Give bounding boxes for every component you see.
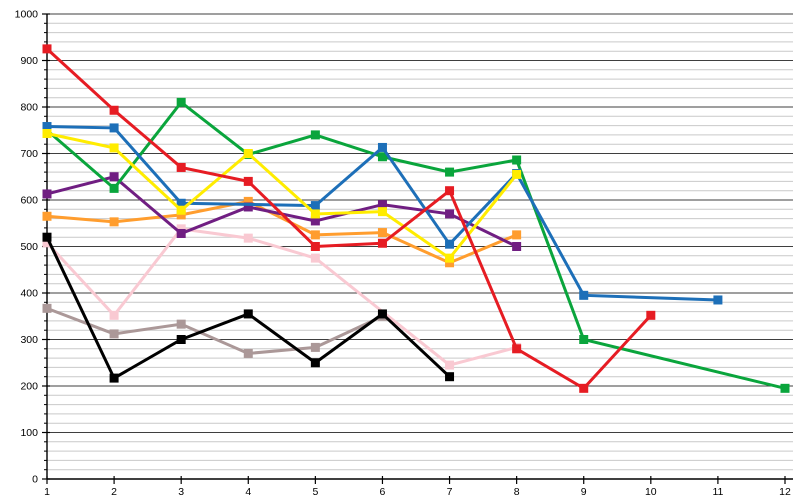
series-yellow-marker [176, 205, 186, 215]
series-orange-marker [445, 258, 455, 268]
series-blue-marker [42, 122, 52, 132]
series-black-marker [377, 309, 387, 319]
series-orange-marker [42, 211, 52, 221]
series-purple-marker [310, 216, 320, 226]
series-red-marker [646, 310, 656, 320]
y-axis-tick-label: 900 [20, 55, 38, 67]
series-purple-marker [42, 189, 52, 199]
series-blue-marker [377, 142, 387, 152]
series-pink-marker [42, 238, 52, 248]
x-axis-tick-label: 6 [380, 486, 386, 498]
series-green-marker [579, 335, 589, 344]
x-axis-tick-label: 10 [645, 486, 657, 498]
series-gray-marker [310, 342, 320, 352]
y-axis-tick-label: 500 [20, 241, 38, 253]
series-pink-marker [445, 360, 455, 370]
y-axis-tick-label: 300 [20, 334, 38, 346]
series-yellow-marker [310, 209, 320, 219]
x-axis-tick-label: 7 [447, 486, 453, 498]
series-green-line [46, 100, 786, 390]
y-axis-tick-label: 200 [20, 381, 38, 393]
series-pink-marker [176, 224, 186, 234]
series-pink-marker [109, 310, 119, 320]
y-axis-tick-label: 1000 [15, 9, 39, 21]
series-gray-marker [243, 348, 253, 358]
y-axis-tick-label: 0 [32, 474, 38, 486]
series-orange-marker [176, 210, 186, 220]
series-red-marker [377, 238, 387, 248]
series-red-line [45, 47, 652, 391]
series-black-marker [176, 335, 186, 344]
series-red-marker [579, 383, 589, 393]
series-green-marker [310, 130, 320, 140]
y-axis-tick-label: 100 [20, 427, 38, 439]
series-green-marker [445, 167, 455, 177]
series-red-marker [445, 186, 455, 196]
series-gray-marker [109, 329, 119, 339]
x-axis-tick-label: 12 [779, 486, 791, 498]
series-red-marker [310, 242, 320, 251]
series-yellow-marker [42, 129, 52, 139]
series-yellow-marker [109, 143, 119, 153]
x-axis-tick-label: 9 [581, 486, 587, 498]
x-axis-tick-label: 2 [111, 486, 117, 498]
series-blue-marker [713, 295, 723, 305]
series-red-marker [42, 44, 52, 54]
series-yellow-marker [377, 207, 387, 217]
series-green-marker [109, 183, 119, 193]
series-blue-marker [445, 239, 455, 249]
series-green-marker [512, 155, 522, 165]
series-green-marker [377, 152, 387, 162]
y-axis-tick-label: 600 [20, 195, 38, 207]
series-black-marker [42, 232, 52, 242]
x-axis-tick-label: 8 [514, 486, 520, 498]
series-pink-marker [310, 253, 320, 263]
series-purple-marker [243, 202, 253, 212]
series-black-marker [445, 372, 455, 382]
x-axis-tick-label: 1 [44, 486, 50, 498]
x-axis-tick-label: 11 [712, 486, 723, 498]
series-orange-marker [512, 230, 522, 240]
series-orange-line [46, 199, 518, 265]
series-blue-marker [579, 290, 589, 300]
series-orange-marker [243, 196, 253, 206]
y-axis-tick-label: 800 [20, 102, 38, 114]
series-pink-marker [243, 233, 253, 243]
series-purple-marker [512, 242, 522, 251]
series-red-marker [512, 344, 522, 354]
series-gray-line [46, 306, 384, 355]
series-black-marker [243, 309, 253, 319]
series-yellow-marker [512, 169, 522, 179]
x-axis-tick-label: 5 [312, 486, 318, 498]
series-blue-marker [310, 201, 320, 211]
series-yellow-marker [243, 149, 253, 158]
series-purple-marker [176, 228, 186, 238]
x-axis-tick-label: 4 [245, 486, 251, 498]
series-purple-marker [109, 172, 119, 182]
series-orange-marker [377, 228, 387, 238]
x-axis-tick-label: 3 [178, 486, 184, 498]
series-purple-marker [445, 209, 455, 219]
series-orange-marker [310, 230, 320, 240]
series-red-marker [109, 105, 119, 115]
series-pink-line [45, 227, 518, 367]
series-gray-marker [176, 319, 186, 329]
series-red-marker [243, 176, 253, 186]
series-purple-marker [377, 200, 387, 210]
series-blue-marker [176, 198, 186, 208]
series-blue-marker [109, 123, 119, 133]
series-green-marker [176, 97, 186, 107]
series-black-marker [310, 358, 320, 368]
series-yellow-marker [445, 253, 455, 263]
y-axis-tick-label: 700 [20, 148, 38, 160]
series-green-marker [780, 383, 790, 393]
series-black-marker [109, 373, 119, 383]
series-yellow-line [46, 132, 518, 261]
series-orange-marker [109, 217, 119, 227]
y-axis-tick-label: 400 [20, 288, 38, 300]
series-red-marker [176, 162, 186, 172]
series-gray-marker [42, 303, 52, 313]
